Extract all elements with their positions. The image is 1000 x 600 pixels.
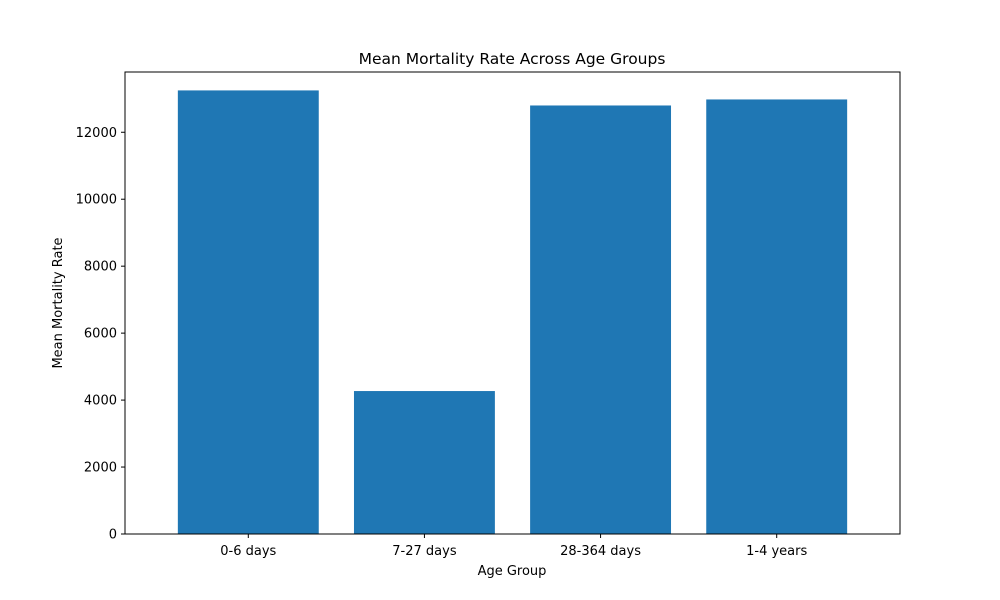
x-tick-label: 7-27 days bbox=[392, 544, 457, 559]
y-tick-label: 12000 bbox=[76, 126, 117, 141]
y-tick-label: 2000 bbox=[84, 461, 117, 476]
x-tick-label: 0-6 days bbox=[220, 544, 276, 559]
bars-group bbox=[177, 90, 848, 535]
y-tick-label: 6000 bbox=[84, 327, 117, 342]
y-tick-label: 0 bbox=[109, 528, 117, 543]
y-axis-ticks: 0 2000 4000 6000 8000 10000 12000 bbox=[76, 126, 125, 543]
y-tick-label: 8000 bbox=[84, 260, 117, 275]
x-axis-ticks: 0-6 days 7-27 days 28-364 days 1-4 years bbox=[220, 534, 808, 559]
bar-1-4-years bbox=[706, 99, 848, 534]
x-axis-label: Age Group bbox=[478, 564, 547, 579]
bar-28-364-days bbox=[530, 105, 672, 534]
x-tick-label: 1-4 years bbox=[746, 544, 807, 559]
x-tick-label: 28-364 days bbox=[560, 544, 641, 559]
bar-0-6-days bbox=[177, 90, 319, 535]
y-axis-label: Mean Mortality Rate bbox=[51, 237, 66, 368]
plot-frame bbox=[124, 71, 901, 535]
bar-7-27-days bbox=[353, 391, 495, 534]
y-tick-label: 4000 bbox=[84, 394, 117, 409]
chart-title: Mean Mortality Rate Across Age Groups bbox=[359, 50, 666, 68]
y-tick-label: 10000 bbox=[76, 193, 117, 208]
